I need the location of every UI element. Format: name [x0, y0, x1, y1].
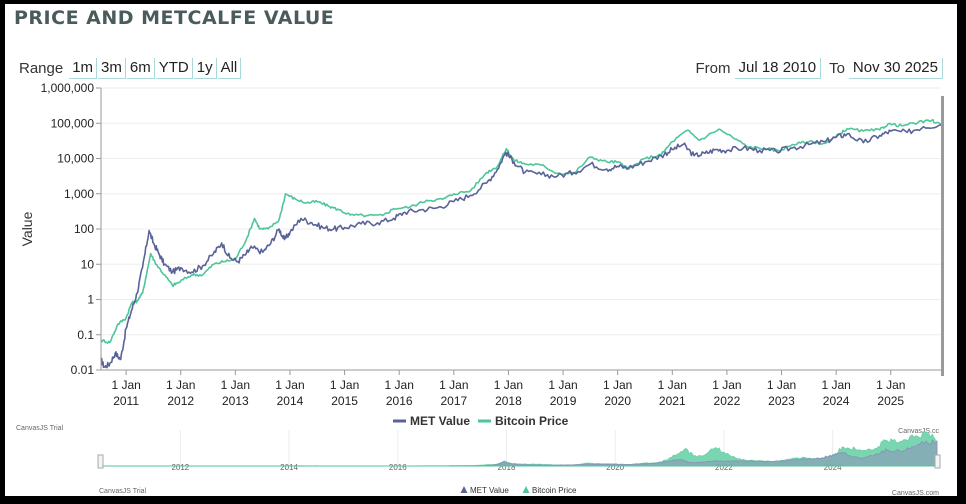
- x-tick-label: 1 Jan 2024: [821, 378, 850, 408]
- navigator-legend-marker-met: [460, 486, 468, 493]
- navigator-left-handle[interactable]: [97, 454, 104, 469]
- navigator-year-label: 2022: [715, 463, 733, 472]
- to-label: To: [829, 60, 845, 77]
- main-axes: 0.01 0.1 1 10 100 1,000 10,000 100,000 1,000,000…: [19, 81, 944, 408]
- y-tick-label: 100,000: [51, 116, 95, 130]
- range-button-1y[interactable]: 1y: [193, 58, 217, 79]
- y-tick-label: 10,000: [57, 152, 94, 166]
- legend: MET Value Bitcoin Price: [393, 414, 569, 428]
- range-button-1m[interactable]: 1m: [69, 58, 98, 79]
- x-tick-label: 1 Jan 2021: [658, 378, 687, 408]
- navigator-year-label: 2016: [389, 463, 407, 472]
- x-tick-label: 1 Jan 2022: [712, 378, 741, 408]
- x-tick-label: 1 Jan 2025: [876, 378, 905, 408]
- main-plot-area: [101, 87, 941, 371]
- x-tick-label: 1 Jan 2015: [330, 378, 359, 408]
- x-tick-label: 1 Jan 2017: [439, 378, 468, 408]
- main-series-layer: [100, 118, 942, 369]
- brand-label-top: CanvasJS.cc: [898, 428, 939, 435]
- navigator-legend-marker-bitcoin: [522, 486, 530, 493]
- navigator-met-area: [101, 439, 938, 467]
- range-label: Range: [19, 60, 64, 77]
- y-tick-label: 10: [81, 257, 95, 271]
- navigator-year-label: 2012: [171, 463, 189, 472]
- date-range: From Jul 18 2010 To Nov 30 2025: [688, 58, 943, 79]
- y-axis-label: Value: [19, 211, 35, 246]
- x-tick-label: 1 Jan 2020: [603, 378, 632, 408]
- x-tick-label: 1 Jan 2013: [221, 378, 250, 408]
- trial-label-bottom: CanvasJS Trial: [99, 488, 147, 495]
- navigator[interactable]: CanvasJS Trial CanvasJS.cc 2012 2014 2016 201…: [16, 425, 941, 496]
- y-tick-label: 1: [87, 293, 94, 307]
- from-date-input[interactable]: Jul 18 2010: [734, 58, 822, 79]
- y-tick-label: 0.01: [71, 363, 95, 377]
- to-date-input[interactable]: Nov 30 2025: [848, 58, 943, 79]
- chart-svg: 0.01 0.1 1 10 100 1,000 10,000 100,000 1,000,000…: [16, 81, 944, 496]
- from-label: From: [695, 60, 731, 77]
- navigator-year-label: 2024: [824, 463, 842, 472]
- y-tick-label: 1,000,000: [41, 81, 95, 95]
- chart-panel: PRICE AND METCALFE VALUE Range 1m 3m 6m …: [5, 4, 957, 496]
- range-button-6m[interactable]: 6m: [126, 58, 155, 79]
- navigator-year-label: 2014: [280, 463, 298, 472]
- range-selector: Range 1m 3m 6m YTD 1y All: [19, 58, 242, 79]
- x-tick-label: 1 Jan 2018: [494, 378, 523, 408]
- series-met-value-line: [100, 124, 942, 369]
- x-tick-label: 1 Jan 2011: [111, 378, 140, 408]
- series-bitcoin-price-line: [100, 118, 942, 344]
- navigator-year-label: 2018: [498, 463, 516, 472]
- y-tick-label: 0.1: [77, 328, 94, 342]
- trial-label-top: CanvasJS Trial: [16, 425, 64, 432]
- x-tick-label: 1 Jan 2014: [275, 378, 304, 408]
- x-tick-label: 1 Jan 2019: [548, 378, 577, 408]
- range-button-all[interactable]: All: [217, 58, 242, 79]
- y-tick-label: 1,000: [64, 187, 94, 201]
- x-tick-label: 1 Jan 2023: [767, 378, 796, 408]
- navigator-right-handle[interactable]: [934, 454, 941, 469]
- navigator-legend-label: Bitcoin Price: [532, 486, 577, 495]
- range-button-3m[interactable]: 3m: [98, 58, 126, 79]
- range-button-ytd[interactable]: YTD: [155, 58, 193, 79]
- x-tick-label: 1 Jan 2012: [166, 378, 195, 408]
- y-tick-label: 100: [74, 222, 94, 236]
- brand-label-bottom: CanvasJS.com: [892, 490, 939, 496]
- legend-label: Bitcoin Price: [495, 414, 569, 428]
- navigator-year-label: 2020: [606, 463, 624, 472]
- navigator-legend-label: MET Value: [470, 486, 509, 495]
- page-title: PRICE AND METCALFE VALUE: [14, 7, 335, 29]
- vertical-scrollbar: [941, 96, 944, 376]
- legend-label: MET Value: [410, 414, 470, 428]
- x-tick-label: 1 Jan 2016: [385, 378, 414, 408]
